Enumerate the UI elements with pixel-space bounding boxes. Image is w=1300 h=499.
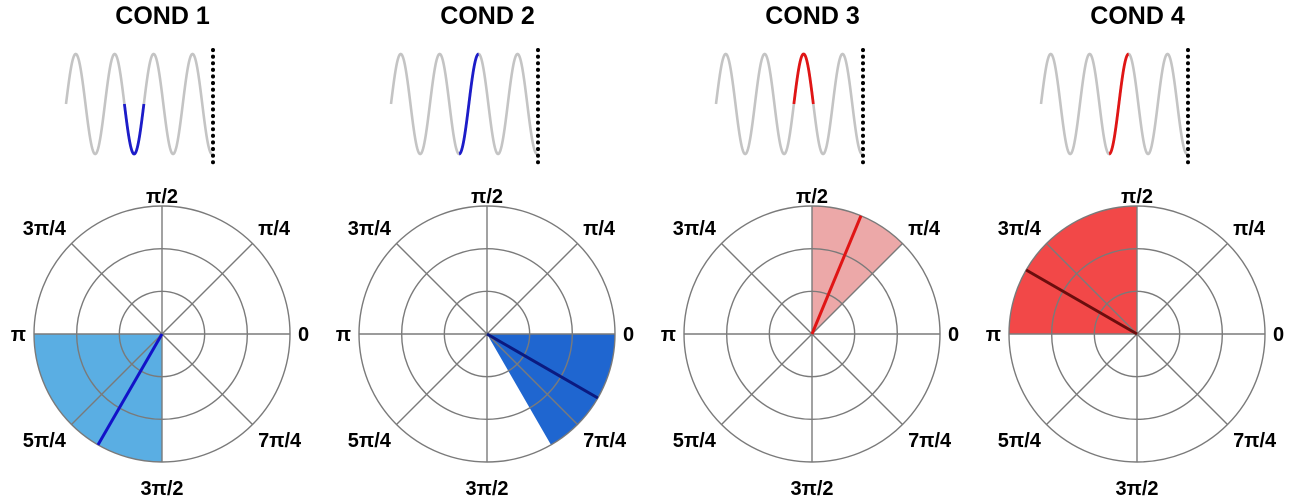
angle-label: π: [661, 324, 676, 346]
angle-label: π/4: [908, 218, 941, 240]
wave-highlight: [458, 52, 480, 156]
angle-label: π/2: [796, 186, 828, 208]
angle-label: 7π/4: [583, 430, 627, 452]
angle-label: π/4: [1233, 218, 1266, 240]
wave-highlight: [123, 103, 146, 156]
angle-label: 0: [1273, 324, 1284, 346]
polar-diagram: 0 π/4 π/2 3π/4 π 5π/4 3π/2 7π/4: [661, 48, 959, 499]
angle-label: 5π/4: [673, 430, 717, 452]
angle-label: π: [11, 324, 26, 346]
angle-label: π/4: [258, 218, 291, 240]
angle-label: π/2: [146, 186, 178, 208]
angle-label: 3π/4: [348, 218, 392, 240]
angle-label: 7π/4: [258, 430, 302, 452]
panel-title: COND 2: [440, 2, 535, 30]
mean-phase-line: [96, 333, 164, 446]
angle-label: 3π/4: [673, 218, 717, 240]
polar-diagram: 0 π/4 π/2 3π/4 π 5π/4 3π/2 7π/4: [336, 48, 634, 499]
mean-phase-line: [810, 215, 863, 335]
angle-label: 3π/2: [790, 478, 833, 499]
angle-label: 0: [298, 324, 309, 346]
angle-label: 0: [623, 324, 634, 346]
angle-label: 5π/4: [998, 430, 1042, 452]
mean-phase-line: [486, 332, 599, 400]
wave-highlight: [1108, 52, 1130, 156]
panel-title: COND 1: [115, 2, 210, 30]
angle-label: π/2: [471, 186, 503, 208]
panel-cond-2: COND 2 0 π/4 π/2 3π/4 π 5π/4 3π/2 7π/4: [325, 0, 650, 499]
panel-title: COND 4: [1090, 2, 1185, 30]
polar-diagram: 0 π/4 π/2 3π/4 π 5π/4 3π/2 7π/4: [986, 48, 1284, 499]
polar-diagram: 0 π/4 π/2 3π/4 π 5π/4 3π/2 7π/4: [11, 48, 309, 499]
panel-cond-4: COND 4 0 π/4 π/2 3π/4 π 5π/4 3π/2 7π/4: [975, 0, 1300, 499]
angle-label: 5π/4: [348, 430, 392, 452]
angle-label: 3π/4: [23, 218, 67, 240]
angle-label: 3π/2: [1115, 478, 1158, 499]
angle-label: 5π/4: [23, 430, 67, 452]
wave-grey: [714, 52, 863, 156]
angle-label: 7π/4: [908, 430, 952, 452]
mean-phase-line: [1025, 268, 1138, 336]
angle-label: π: [336, 324, 351, 346]
wave-highlight: [792, 52, 815, 105]
panel-cond-3: COND 3 0 π/4 π/2 3π/4 π 5π/4 3π/2 7π/4: [650, 0, 975, 499]
angle-label: 7π/4: [1233, 430, 1277, 452]
angle-label: 3π/2: [465, 478, 508, 499]
angle-label: π: [986, 324, 1001, 346]
angle-label: 3π/2: [140, 478, 183, 499]
phase-sector: [812, 206, 903, 334]
angle-label: π/2: [1121, 186, 1153, 208]
angle-label: π/4: [583, 218, 616, 240]
angle-label: 3π/4: [998, 218, 1042, 240]
panel-cond-1: COND 1 0 π/4 π/2 3π/4 π 5π/4 3π/2 7π/4: [0, 0, 325, 499]
angle-label: 0: [948, 324, 959, 346]
panel-title: COND 3: [765, 2, 860, 30]
